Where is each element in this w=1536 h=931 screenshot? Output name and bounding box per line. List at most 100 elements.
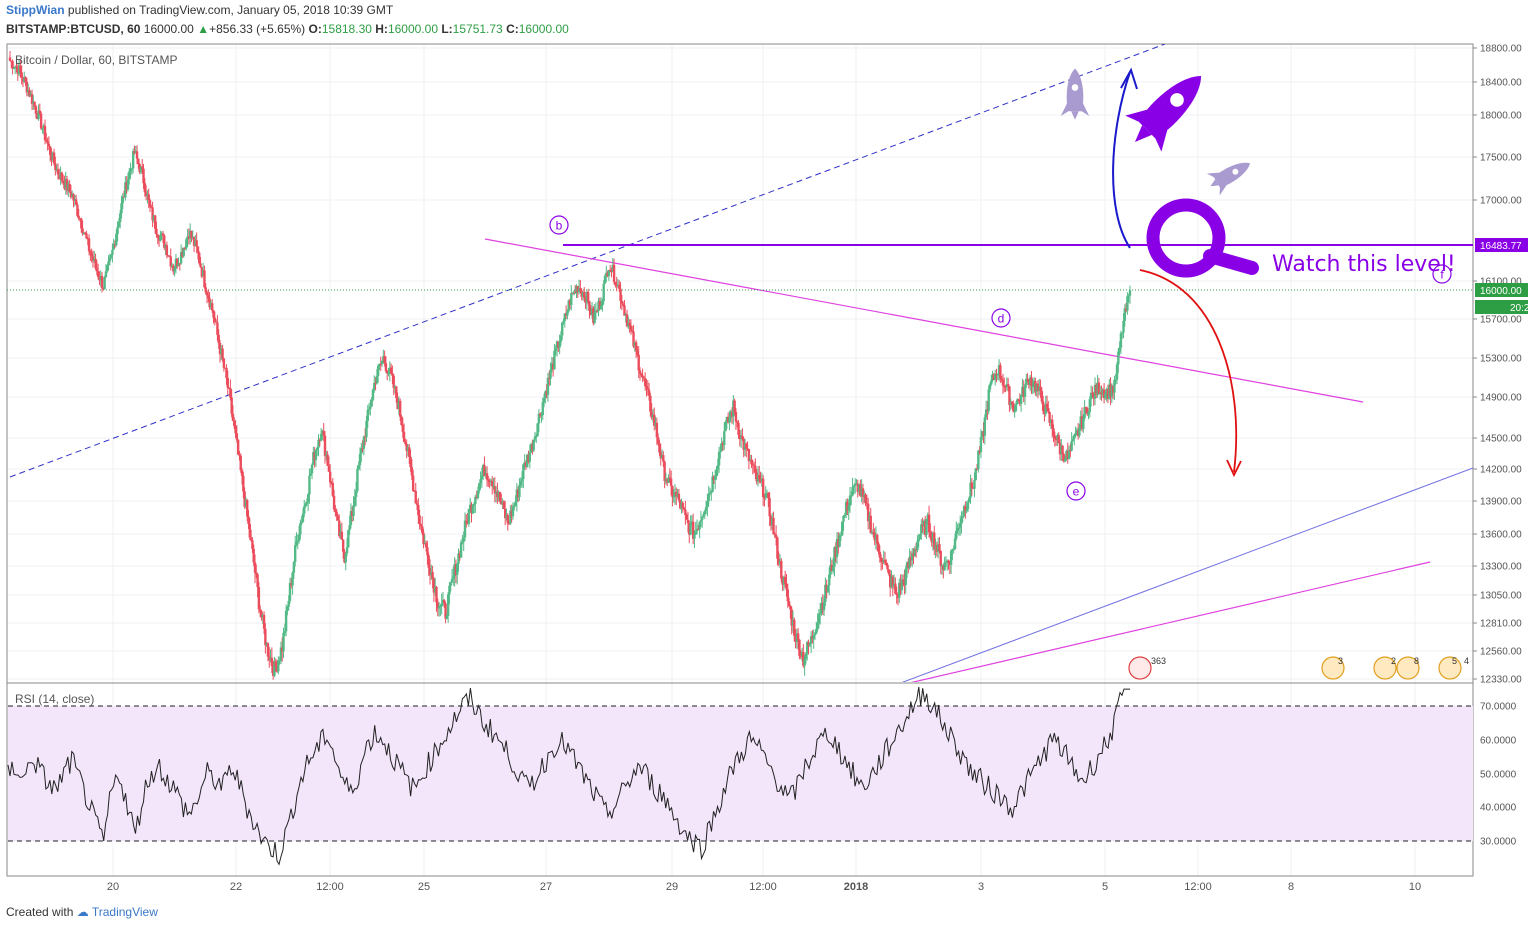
candle-body	[284, 610, 288, 632]
candle-body	[139, 166, 143, 173]
candle-body	[615, 285, 618, 287]
candle-body	[301, 513, 305, 522]
candle-body	[501, 501, 504, 505]
candle-body	[1021, 386, 1024, 395]
candle-body	[816, 623, 819, 630]
candle-body	[846, 501, 849, 511]
candle-body	[332, 495, 336, 510]
candle-body	[327, 465, 331, 472]
candle-body	[688, 523, 691, 535]
candle-body	[896, 593, 900, 598]
candle-body	[141, 166, 144, 169]
channel-dashed-line[interactable]	[9, 44, 1166, 478]
candle-body	[349, 511, 353, 526]
candle-body	[703, 510, 707, 515]
candle-body	[13, 66, 17, 69]
candle-body	[396, 397, 399, 409]
candle-body	[734, 411, 738, 422]
candle-body	[341, 539, 345, 552]
candle-body	[1091, 392, 1094, 394]
candle-body	[748, 459, 752, 462]
candle-body	[794, 635, 797, 642]
candle-body	[59, 172, 62, 179]
candle-body	[690, 521, 694, 524]
candle-body	[599, 305, 603, 310]
triangle-upper-trendline[interactable]	[484, 238, 1364, 403]
tradingview-link[interactable]: TradingView	[91, 905, 158, 919]
candle-body	[586, 291, 590, 302]
candle-body	[209, 303, 213, 308]
candle-body	[457, 553, 460, 564]
candle-body	[42, 125, 45, 129]
event-marker-3[interactable]: 2	[1373, 656, 1397, 680]
candle-body	[923, 520, 927, 535]
candle-body	[971, 487, 975, 489]
event-marker-5[interactable]: 5 4	[1438, 656, 1469, 680]
candle-body	[488, 480, 491, 483]
candle-body	[542, 397, 546, 403]
candle-body	[453, 564, 456, 577]
candle-body	[404, 441, 407, 444]
candle-body	[833, 547, 836, 567]
candle-body	[815, 629, 818, 634]
candle-body	[717, 452, 721, 466]
low-value: 15751.73	[452, 22, 503, 36]
candle-body	[623, 305, 626, 316]
candle-body	[913, 549, 917, 556]
candle-body	[51, 152, 54, 161]
candle-body	[741, 435, 744, 439]
event-marker-2[interactable]: 3	[1321, 656, 1345, 680]
price-axis[interactable]: 18800.00 18400.00 18000.00 17500.00 17000.00…	[1473, 44, 1522, 686]
candle-body	[537, 413, 541, 424]
candle-body	[956, 527, 959, 531]
candle-body	[125, 182, 128, 190]
time-axis[interactable]: 20 22 12:00 25 27 29 12:00 2018 3 5 12:00 8 10	[107, 881, 1421, 893]
candle-body	[987, 389, 990, 412]
candle-body	[1039, 386, 1042, 392]
candle-body	[655, 422, 659, 438]
candle-body	[968, 497, 971, 503]
rsi-line[interactable]	[7, 686, 1130, 866]
candle-body	[909, 556, 913, 561]
last-price-tag-text: 16000.00	[1480, 286, 1522, 297]
candle-body	[841, 521, 844, 536]
rocket-large-icon	[1125, 75, 1202, 152]
price-tick-label: 17500.00	[1480, 153, 1522, 164]
candle-body	[656, 437, 660, 444]
candle-body	[943, 562, 946, 570]
candle-body	[249, 537, 253, 541]
candle-body	[951, 550, 954, 552]
candle-body	[207, 295, 210, 299]
event-marker-1[interactable]: 363	[1128, 656, 1166, 680]
candle-body	[297, 534, 301, 542]
candle-body	[843, 515, 847, 517]
author-link[interactable]: StippWian	[6, 3, 65, 17]
candle-body	[93, 258, 96, 261]
candle-body	[999, 365, 1002, 379]
price-tick-label: 14900.00	[1480, 393, 1522, 404]
rsi-axis[interactable]: 70.0000 60.0000 50.0000 40.0000 30.0000	[1480, 702, 1517, 848]
candle-body	[651, 414, 655, 418]
candle-body	[353, 496, 357, 506]
candle-body	[80, 218, 83, 229]
candle-body	[392, 375, 395, 389]
candle-body	[170, 265, 174, 267]
event-marker-4[interactable]: 8	[1396, 656, 1420, 680]
candle-body	[319, 433, 323, 441]
candle-body	[629, 325, 633, 331]
candle-body	[380, 360, 384, 365]
candle-body	[176, 258, 179, 266]
symbol-label[interactable]: BITSTAMP:BTCUSD, 60	[6, 22, 141, 36]
candle-body	[299, 523, 302, 535]
candle-body	[562, 320, 565, 323]
candle-body	[178, 263, 182, 265]
candle-body	[1005, 384, 1009, 388]
candle-body	[131, 151, 135, 169]
candle-body	[957, 527, 961, 529]
candle-body	[77, 215, 80, 219]
candle-body	[362, 436, 366, 449]
candle-body	[303, 506, 306, 514]
channel-lower-line[interactable]	[898, 467, 1473, 684]
triangle-lower-trendline[interactable]	[905, 561, 1431, 684]
